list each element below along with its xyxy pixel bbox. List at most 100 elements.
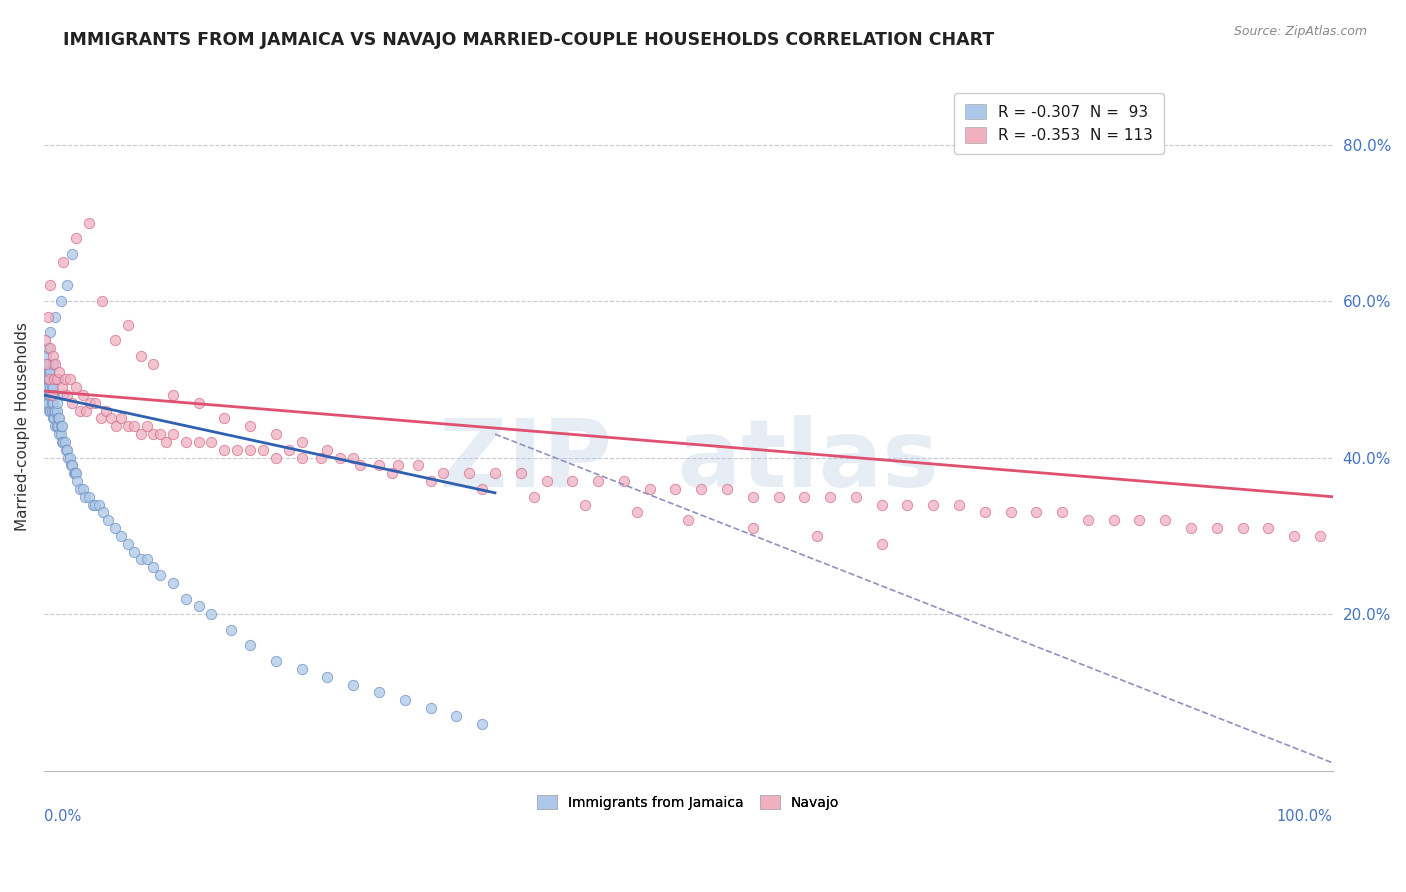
Point (60, 396, 83, 410)
Point (34, 396, 56, 410)
Point (94, 403, 117, 417)
Point (142, 427, 165, 442)
Point (34, 372, 56, 386)
Point (63, 467, 86, 481)
Point (100, 411, 122, 425)
Point (39, 388, 62, 402)
Point (35, 357, 58, 371)
Point (264, 654, 287, 668)
Point (381, 467, 404, 481)
Point (39, 326, 62, 340)
Point (187, 396, 209, 410)
Point (59, 458, 82, 473)
Point (38, 388, 60, 402)
Point (870, 498, 893, 512)
Point (342, 677, 364, 691)
Point (316, 442, 339, 457)
Point (149, 568, 172, 582)
Point (45, 372, 67, 386)
Point (264, 450, 287, 465)
Point (41, 380, 63, 394)
Point (768, 490, 790, 504)
Point (586, 474, 609, 488)
Point (49, 294, 72, 309)
Point (419, 474, 441, 488)
Point (84, 396, 107, 410)
Point (432, 467, 454, 481)
Point (48, 427, 70, 442)
Point (896, 498, 918, 512)
Point (806, 529, 828, 543)
Point (49, 419, 72, 434)
Text: IMMIGRANTS FROM JAMAICA VS NAVAJO MARRIED-COUPLE HOUSEHOLDS CORRELATION CHART: IMMIGRANTS FROM JAMAICA VS NAVAJO MARRIE… (63, 31, 994, 49)
Point (613, 474, 636, 488)
Point (187, 434, 209, 449)
Point (316, 670, 339, 684)
Point (75, 403, 97, 417)
Point (39, 403, 62, 417)
Point (72, 388, 94, 402)
Point (142, 560, 165, 574)
Point (291, 434, 314, 449)
Point (536, 474, 558, 488)
Point (37, 396, 59, 410)
Point (59, 372, 82, 386)
Point (136, 552, 159, 566)
Point (1180, 521, 1202, 535)
Point (922, 498, 945, 512)
Point (39, 364, 62, 378)
Point (387, 458, 409, 473)
Point (136, 419, 159, 434)
Point (678, 513, 700, 527)
Text: Source: ZipAtlas.com: Source: ZipAtlas.com (1233, 25, 1367, 38)
Point (1205, 521, 1227, 535)
Point (122, 544, 145, 558)
Point (149, 427, 172, 442)
Point (37, 310, 59, 324)
Point (214, 442, 236, 457)
Point (626, 505, 648, 519)
Point (37, 341, 59, 355)
Point (122, 419, 145, 434)
Point (52, 255, 75, 269)
Point (948, 498, 970, 512)
Point (104, 333, 127, 347)
Point (51, 434, 73, 449)
Point (90, 294, 112, 309)
Point (818, 490, 841, 504)
Point (561, 474, 583, 488)
Point (973, 505, 995, 519)
Point (129, 349, 152, 363)
Point (41, 388, 63, 402)
Point (117, 419, 139, 434)
Point (58, 450, 80, 465)
Point (72, 482, 94, 496)
Point (37, 372, 59, 386)
Point (46, 419, 69, 434)
Point (458, 467, 481, 481)
Point (394, 693, 416, 707)
Point (53, 372, 76, 386)
Point (65, 231, 87, 245)
Point (59, 450, 82, 465)
Point (509, 467, 531, 481)
Point (77, 216, 100, 230)
Point (406, 458, 429, 473)
Point (264, 427, 287, 442)
Point (82, 498, 104, 512)
Legend: Immigrants from Jamaica, Navajo: Immigrants from Jamaica, Navajo (531, 789, 845, 815)
Point (44, 310, 66, 324)
Point (419, 701, 441, 715)
Point (60, 458, 83, 473)
Point (162, 427, 184, 442)
Point (46, 411, 69, 425)
Point (56, 442, 79, 457)
Point (239, 639, 262, 653)
Point (1102, 513, 1125, 527)
Point (1000, 505, 1022, 519)
Point (52, 388, 75, 402)
Point (200, 434, 222, 449)
Point (155, 434, 177, 449)
Point (55, 442, 77, 457)
Point (37, 380, 59, 394)
